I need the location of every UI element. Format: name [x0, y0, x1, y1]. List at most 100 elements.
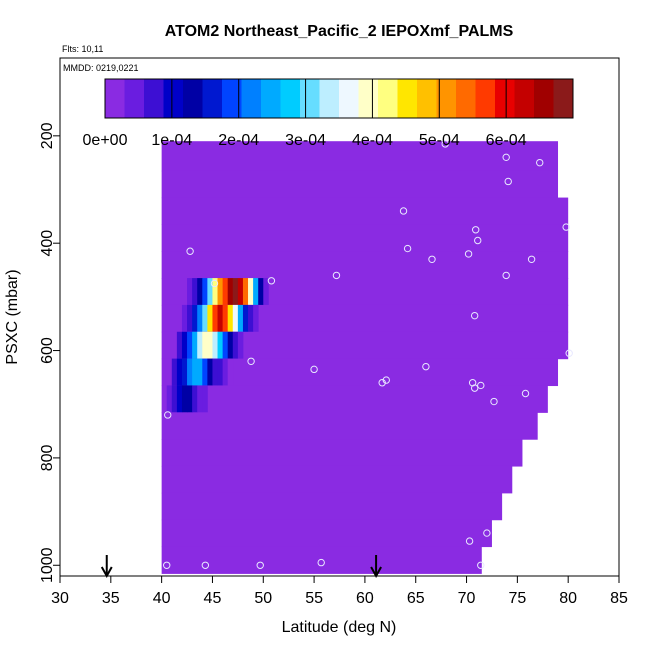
heatmap-cell: [202, 385, 208, 413]
heatmap-cell: [197, 331, 203, 359]
heatmap-cell: [207, 358, 213, 386]
sample-point: [201, 561, 210, 569]
heatmap-cell: [187, 358, 193, 386]
heatmap-cell: [222, 278, 229, 305]
x-tick-label: 65: [407, 590, 425, 607]
y-tick-label: 400: [39, 230, 56, 257]
colorbar-swatch: [144, 79, 164, 118]
heatmap-envelope-band: [161, 224, 569, 252]
heatmap-cell: [217, 278, 224, 305]
flight-arrows: [100, 555, 382, 579]
x-tick-label: 45: [204, 590, 222, 607]
sample-point: [428, 255, 436, 263]
colorbar-frame: [104, 78, 574, 119]
heatmap-cell: [207, 278, 213, 305]
colorbar-tick-label: 2e-04: [218, 132, 259, 149]
colorbar: [104, 78, 574, 119]
x-tick-label: 35: [102, 590, 120, 607]
heatmap-cell: [207, 331, 213, 359]
heatmap-cell: [176, 358, 183, 386]
heatmap-cell: [171, 358, 178, 386]
heatmap-cell: [227, 278, 234, 305]
heatmap-cell: [197, 385, 203, 413]
sample-point: [468, 379, 477, 387]
flights-label: Flts: 10,11: [62, 44, 103, 54]
sample-point: [332, 271, 341, 280]
heatmap-cell: [242, 278, 249, 305]
x-tick-label: 85: [610, 590, 628, 607]
sample-point: [477, 561, 485, 569]
heatmap-cell: [212, 358, 218, 386]
heatmap-cell: [192, 385, 198, 413]
sample-point: [210, 279, 219, 288]
heatmap-cell: [202, 358, 208, 386]
heatmap-cell: [227, 358, 234, 386]
sample-point: [164, 411, 172, 419]
heatmap-cell: [187, 385, 193, 413]
heatmap-cell: [217, 358, 224, 386]
heatmap-envelope-band: [161, 465, 513, 494]
heatmap-cell: [222, 331, 229, 359]
heatmap-cell: [202, 304, 208, 332]
sample-point: [502, 271, 510, 280]
heatmap-envelope-band: [161, 546, 482, 574]
x-tick-label: 75: [508, 590, 526, 607]
colorbar-swatch: [300, 79, 320, 118]
colorbar-swatch: [105, 79, 125, 118]
heatmap-cell: [258, 278, 264, 305]
heatmap-cell: [192, 331, 198, 359]
colorbar-tick-label: 0e+00: [83, 132, 128, 149]
y-tick-label: 200: [39, 122, 56, 149]
sample-point: [565, 349, 573, 357]
x-tick-label: 60: [356, 590, 374, 607]
x-tick-label: 55: [305, 590, 323, 607]
heatmap-cell: [181, 304, 188, 332]
colorbar-swatch: [163, 79, 184, 118]
sample-point: [527, 255, 536, 263]
colorbar-swatch: [222, 79, 242, 118]
plot-frame: [59, 57, 620, 577]
sample-point: [490, 397, 498, 406]
heatmap-cell: [181, 385, 188, 413]
colorbar-swatch: [378, 79, 398, 118]
colorbar-tick-label: 5e-04: [419, 132, 460, 149]
heatmap-cell: [212, 304, 218, 332]
colorbar-swatch: [456, 79, 476, 118]
heatmap-cell: [171, 385, 178, 413]
x-tick-label: 50: [254, 590, 272, 607]
sample-point: [477, 381, 485, 390]
heatmap-envelope-band: [161, 439, 523, 467]
x-tick-label: 40: [153, 590, 171, 607]
colorbar-swatch: [553, 79, 574, 118]
colorbar-swatch: [495, 79, 515, 118]
heatmap-cell: [181, 358, 188, 386]
sample-point: [465, 537, 474, 545]
x-tick-label: 80: [559, 590, 577, 607]
colorbar-swatch: [514, 79, 535, 118]
heatmap-cell: [192, 278, 198, 305]
heatmap-cell: [202, 278, 208, 305]
colorbar-swatch: [124, 79, 145, 118]
heatmap-cell: [187, 304, 193, 332]
heatmap-envelope-band: [161, 251, 569, 279]
heatmap-envelope-band: [161, 385, 548, 413]
sample-point: [310, 365, 318, 374]
colorbar-swatch: [202, 79, 223, 118]
dates-label: MMDD: 0219,0221: [63, 63, 139, 73]
heatmap-cell: [227, 304, 234, 332]
sample-point: [536, 158, 544, 167]
colorbar-swatch: [358, 79, 379, 118]
sample-point: [378, 379, 386, 387]
y-tick-label: 1000: [39, 547, 56, 583]
sample-point: [562, 223, 570, 231]
x-tick-label: 30: [51, 590, 69, 607]
colorbar-swatch: [183, 79, 203, 118]
colorbar-tick-label: 6e-04: [486, 132, 527, 149]
heatmap-cell: [227, 331, 234, 359]
sample-point: [470, 311, 479, 320]
sample-point: [163, 561, 171, 569]
sample-point: [186, 247, 194, 255]
colorbar-swatch: [280, 79, 301, 118]
colorbar-swatch: [397, 79, 418, 118]
